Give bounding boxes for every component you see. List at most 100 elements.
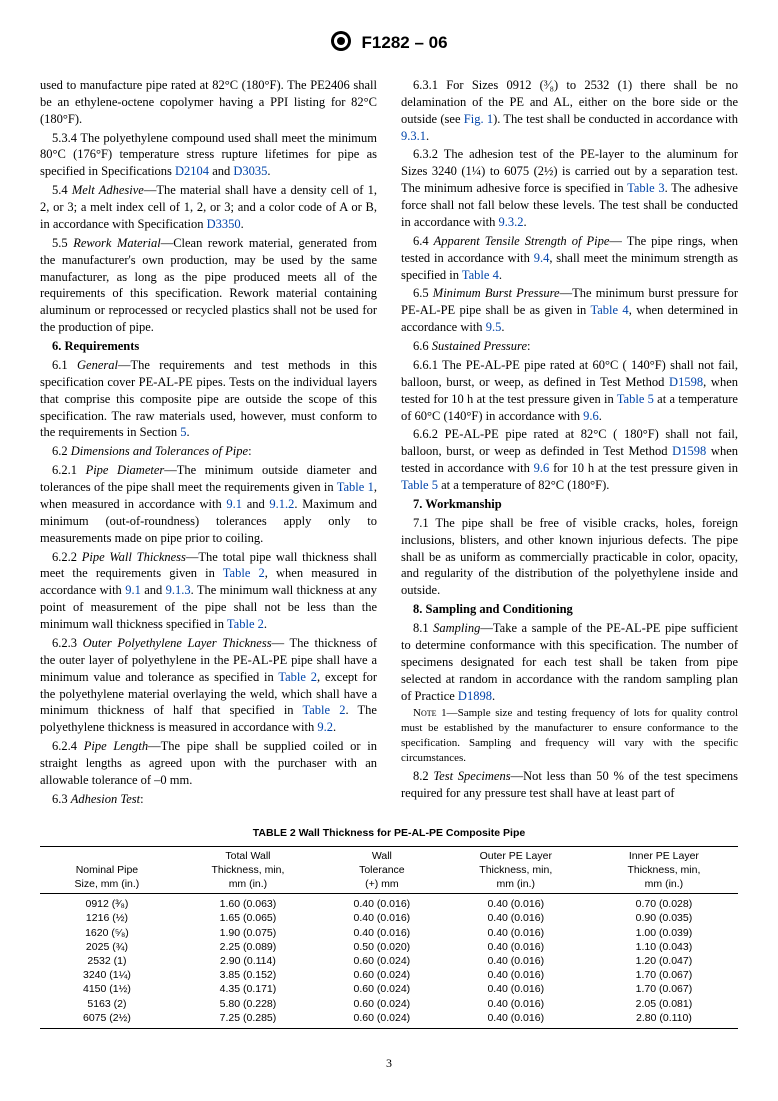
para-6-2-4: 6.2.4 Pipe Length—The pipe shall be supp… — [40, 738, 377, 789]
table-cell: 0912 (³⁄₈) — [40, 894, 174, 912]
para-6-5: 6.5 Minimum Burst Pressure—The minimum b… — [401, 285, 738, 336]
ref-9-5[interactable]: 9.5 — [486, 320, 502, 334]
table-cell: 5.80 (0.228) — [174, 997, 322, 1011]
col-header-2: Total WallThickness, min,mm (in.) — [174, 846, 322, 893]
table-cell: 0.40 (0.016) — [442, 982, 590, 996]
para-5-3-4: 5.3.4 The polyethylene compound used sha… — [40, 130, 377, 181]
table-cell: 1.60 (0.063) — [174, 894, 322, 912]
table-cell: 0.40 (0.016) — [322, 911, 442, 925]
ref-9-1[interactable]: 9.1 — [226, 497, 242, 511]
table-cell: 5163 (2) — [40, 997, 174, 1011]
para-6-6-2: 6.6.2 PE-AL-PE pipe rated at 82°C ( 180°… — [401, 426, 738, 494]
ref-9-6-b[interactable]: 9.6 — [534, 461, 550, 475]
table-row: 2532 (1)2.90 (0.114)0.60 (0.024)0.40 (0.… — [40, 954, 738, 968]
table-cell: 4.35 (0.171) — [174, 982, 322, 996]
ref-9-2[interactable]: 9.2 — [317, 720, 333, 734]
table-cell: 0.40 (0.016) — [442, 997, 590, 1011]
table-row: 1216 (½)1.65 (0.065)0.40 (0.016)0.40 (0.… — [40, 911, 738, 925]
ref-9-3-2[interactable]: 9.3.2 — [499, 215, 524, 229]
table-row: 0912 (³⁄₈)1.60 (0.063)0.40 (0.016)0.40 (… — [40, 894, 738, 912]
para-6-6: 6.6 Sustained Pressure: — [401, 338, 738, 355]
ref-9-4[interactable]: 9.4 — [534, 251, 550, 265]
ref-table-2-d[interactable]: Table 2 — [302, 703, 345, 717]
para-6-3: 6.3 Adhesion Test: — [40, 791, 377, 808]
table-row: 2025 (¾)2.25 (0.089)0.50 (0.020)0.40 (0.… — [40, 940, 738, 954]
para-6-4: 6.4 Apparent Tensile Strength of Pipe— T… — [401, 233, 738, 284]
para-6-6-1: 6.6.1 The PE-AL-PE pipe rated at 60°C ( … — [401, 357, 738, 425]
ref-9-3-1[interactable]: 9.3.1 — [401, 129, 426, 143]
table-2-grid: Nominal PipeSize, mm (in.) Total WallThi… — [40, 846, 738, 1029]
table-cell: 1.20 (0.047) — [590, 954, 738, 968]
ref-table-2-a[interactable]: Table 2 — [223, 566, 265, 580]
table-cell: 0.40 (0.016) — [442, 954, 590, 968]
col-header-1: Nominal PipeSize, mm (in.) — [40, 846, 174, 893]
table-cell: 0.40 (0.016) — [442, 911, 590, 925]
para-6-2-1: 6.2.1 Pipe Diameter—The minimum outside … — [40, 462, 377, 546]
table-cell: 1.00 (0.039) — [590, 926, 738, 940]
table-2-caption: TABLE 2 Wall Thickness for PE-AL-PE Comp… — [40, 826, 738, 840]
para-6-2-2: 6.2.2 Pipe Wall Thickness—The total pipe… — [40, 549, 377, 633]
table-cell: 3240 (1¼) — [40, 968, 174, 982]
table-row: 5163 (2)5.80 (0.228)0.60 (0.024)0.40 (0.… — [40, 997, 738, 1011]
col-header-4: Outer PE LayerThickness, min,mm (in.) — [442, 846, 590, 893]
heading-6: 6. Requirements — [40, 338, 377, 355]
table-cell: 2.90 (0.114) — [174, 954, 322, 968]
table-row: 1620 (⁵⁄₈)1.90 (0.075)0.40 (0.016)0.40 (… — [40, 926, 738, 940]
table-cell: 0.50 (0.020) — [322, 940, 442, 954]
para-7-1: 7.1 The pipe shall be free of visible cr… — [401, 515, 738, 599]
table-cell: 6075 (2½) — [40, 1011, 174, 1029]
page-number: 3 — [40, 1055, 738, 1071]
ref-d1598-b[interactable]: D1598 — [672, 444, 706, 458]
table-cell: 1.70 (0.067) — [590, 982, 738, 996]
col-header-3: WallTolerance(+) mm — [322, 846, 442, 893]
ref-d3350[interactable]: D3350 — [207, 217, 241, 231]
table-row: 4150 (1½)4.35 (0.171)0.60 (0.024)0.40 (0… — [40, 982, 738, 996]
table-cell: 1.70 (0.067) — [590, 968, 738, 982]
para-6-3-2: 6.3.2 The adhesion test of the PE-layer … — [401, 146, 738, 230]
para-6-2-3: 6.2.3 Outer Polyethylene Layer Thickness… — [40, 635, 377, 736]
ref-table-3[interactable]: Table 3 — [627, 181, 665, 195]
ref-d2104[interactable]: D2104 — [175, 164, 209, 178]
heading-8: 8. Sampling and Conditioning — [401, 601, 738, 618]
table-cell: 0.60 (0.024) — [322, 1011, 442, 1029]
table-cell: 0.90 (0.035) — [590, 911, 738, 925]
table-cell: 2532 (1) — [40, 954, 174, 968]
table-cell: 0.60 (0.024) — [322, 982, 442, 996]
para-5-4: 5.4 Melt Adhesive—The material shall hav… — [40, 182, 377, 233]
ref-9-1-2[interactable]: 9.1.2 — [269, 497, 294, 511]
body-columns: used to manufacture pipe rated at 82°C (… — [40, 77, 738, 808]
table-cell: 1.10 (0.043) — [590, 940, 738, 954]
table-cell: 1.65 (0.065) — [174, 911, 322, 925]
standard-number: F1282 – 06 — [362, 32, 448, 55]
table-2: TABLE 2 Wall Thickness for PE-AL-PE Comp… — [40, 826, 738, 1029]
ref-9-1-3[interactable]: 9.1.3 — [166, 583, 191, 597]
ref-d1598-a[interactable]: D1598 — [669, 375, 703, 389]
para-5-5: 5.5 Rework Material—Clean rework materia… — [40, 235, 377, 336]
table-cell: 0.60 (0.024) — [322, 997, 442, 1011]
table-cell: 0.60 (0.024) — [322, 968, 442, 982]
ref-9-1-b[interactable]: 9.1 — [125, 583, 141, 597]
ref-9-6-a[interactable]: 9.6 — [583, 409, 599, 423]
table-cell: 0.40 (0.016) — [442, 1011, 590, 1029]
table-cell: 0.40 (0.016) — [442, 894, 590, 912]
table-cell: 2.80 (0.110) — [590, 1011, 738, 1029]
ref-fig-1[interactable]: Fig. 1 — [464, 112, 493, 126]
ref-d3035[interactable]: D3035 — [233, 164, 267, 178]
ref-table-4-a[interactable]: Table 4 — [462, 268, 499, 282]
col-header-5: Inner PE LayerThickness, min,mm (in.) — [590, 846, 738, 893]
ref-table-4-b[interactable]: Table 4 — [590, 303, 628, 317]
ref-table-5-a[interactable]: Table 5 — [617, 392, 654, 406]
table-cell: 0.40 (0.016) — [322, 894, 442, 912]
table-cell: 3.85 (0.152) — [174, 968, 322, 982]
ref-d1898[interactable]: D1898 — [458, 689, 492, 703]
para-8-2: 8.2 Test Specimens—Not less than 50 % of… — [401, 768, 738, 802]
ref-table-2-b[interactable]: Table 2 — [227, 617, 264, 631]
table-cell: 2.05 (0.081) — [590, 997, 738, 1011]
table-cell: 0.70 (0.028) — [590, 894, 738, 912]
ref-table-2-c[interactable]: Table 2 — [278, 670, 317, 684]
ref-table-5-b[interactable]: Table 5 — [401, 478, 438, 492]
para-6-1: 6.1 General—The requirements and test me… — [40, 357, 377, 441]
ref-table-1[interactable]: Table 1 — [337, 480, 374, 494]
table-cell: 1620 (⁵⁄₈) — [40, 926, 174, 940]
note-1: Note 1—Sample size and testing frequency… — [401, 706, 738, 765]
